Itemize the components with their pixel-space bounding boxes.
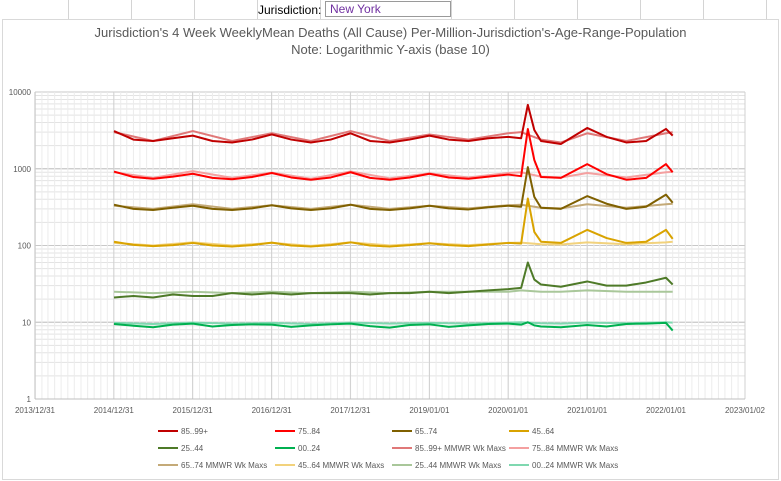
series-line-85-99- [113, 103, 674, 146]
cell-divider [514, 0, 515, 19]
legend-entry: 65..74 [415, 427, 438, 436]
legend-entry: 65..74 MMWR Wk Maxs [181, 461, 267, 470]
legend-entry: 45..64 MMWR Wk Maxs [298, 461, 384, 470]
y-tick-label: 100 [18, 242, 32, 251]
cell-divider [703, 0, 704, 19]
cell-divider [68, 0, 69, 19]
legend-entry: 25..44 MMWR Wk Maxs [415, 461, 501, 470]
spreadsheet-header-row: Jurisdiction: New York [0, 0, 781, 19]
cell-divider [451, 0, 452, 19]
x-tick-label: 2015/12/31 [173, 406, 214, 415]
series-line-25-44 [113, 261, 674, 299]
y-tick-label: 10000 [9, 88, 32, 97]
cell-divider [194, 0, 195, 19]
cell-divider [131, 0, 132, 19]
cell-divider [320, 0, 321, 19]
legend-entry: 00..24 [298, 444, 321, 453]
cell-divider [640, 0, 641, 19]
spreadsheet-cell-grid [0, 0, 781, 19]
x-tick-label: 2014/12/31 [94, 406, 135, 415]
chart-title-block: Jurisdiction's 4 Week WeeklyMean Deaths … [0, 24, 781, 58]
legend-entry: 00..24 MMWR Wk Maxs [532, 461, 618, 470]
legend-entry: 85..99+ MMWR Wk Maxs [415, 444, 506, 453]
x-tick-label: 2020/01/01 [488, 406, 529, 415]
legend-entry: 85..99+ [181, 427, 208, 436]
x-tick-label: 2021/01/01 [567, 406, 608, 415]
series-line-65-74 [113, 166, 674, 212]
y-tick-label: 1000 [13, 165, 31, 174]
legend-entry: 45..64 [532, 427, 555, 436]
x-tick-label: 2022/01/01 [646, 406, 687, 415]
x-tick-label: 2013/12/31 [15, 406, 56, 415]
cell-divider [766, 0, 767, 19]
cell-divider [257, 0, 258, 19]
x-tick-label: 2017/12/31 [330, 406, 371, 415]
series-line-45-64 [113, 197, 674, 248]
series-line-75-84 [113, 127, 674, 181]
legend-entry: 25..44 [181, 444, 204, 453]
jurisdiction-label: Jurisdiction: [258, 3, 322, 17]
chart-title: Jurisdiction's 4 Week WeeklyMean Deaths … [94, 25, 687, 40]
legend-entry: 75..84 MMWR Wk Maxs [532, 444, 618, 453]
jurisdiction-select[interactable]: New York [325, 1, 451, 17]
x-tick-label: 2019/01/01 [409, 406, 450, 415]
y-tick-label: 1 [27, 395, 32, 404]
series-line-00-24-mmwr-wk-maxs [113, 321, 673, 325]
series-line-65-74-mmwr-wk-maxs [113, 202, 673, 210]
series-line-25-44-mmwr-wk-maxs [113, 289, 673, 295]
cell-divider [577, 0, 578, 19]
series-line-75-84-mmwr-wk-maxs [113, 170, 673, 180]
x-tick-label: 2016/12/31 [252, 406, 293, 415]
series-line-85-99-mmwr-wk-maxs [113, 130, 673, 144]
y-tick-label: 10 [22, 318, 31, 327]
legend-entry: 75..84 [298, 427, 321, 436]
series-line-00-24 [113, 321, 674, 332]
x-tick-label: 2023/01/02 [725, 406, 766, 415]
chart-subtitle: Note: Logarithmic Y-axis (base 10) [291, 42, 490, 57]
